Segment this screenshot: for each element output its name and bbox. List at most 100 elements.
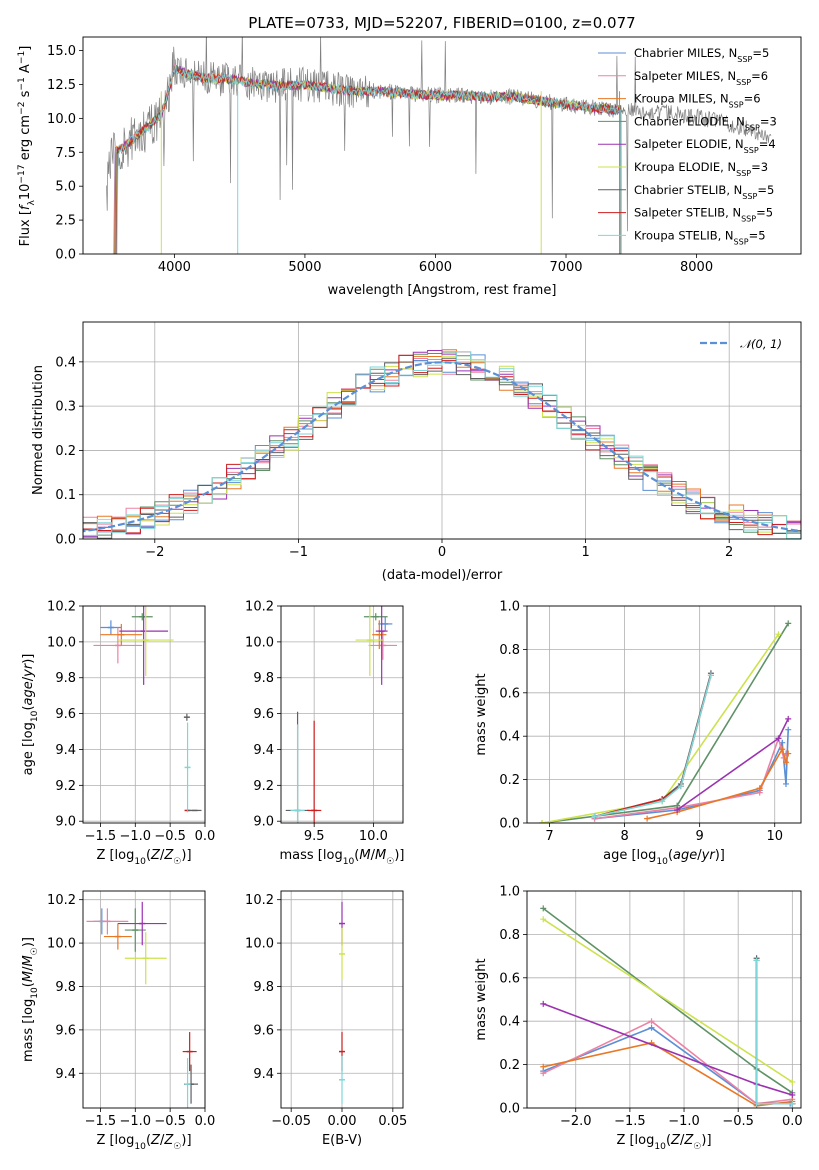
x-tick-label: −2 (145, 545, 164, 560)
observed-spectrum (106, 37, 772, 232)
x-tick-label: −1.0 (668, 1114, 700, 1129)
point-marker (779, 746, 786, 753)
errorbar-point (86, 908, 129, 935)
y-tick-label: 9.8 (55, 671, 76, 686)
plot-area (339, 901, 345, 1104)
x-tick-label: −0.5 (154, 829, 186, 844)
series-chabrier-stelib (755, 958, 793, 1105)
y-tick-label: 0.4 (499, 1015, 520, 1030)
x-tick-label: 0.0 (195, 1114, 216, 1129)
legend-label: Salpeter ELODIE, NSSP=4 (634, 137, 776, 155)
y-tick-label: 0.3 (55, 400, 76, 415)
y-tick-label: 9.6 (253, 1023, 274, 1038)
y-tick-label: 9.4 (55, 743, 76, 758)
y-tick-label: 10.2 (47, 893, 76, 908)
series-salpeter-stelib (755, 960, 793, 1105)
point-marker (775, 735, 782, 742)
series-kroupa-elodie (542, 918, 793, 1083)
errorbar-point (183, 713, 190, 721)
panel-residual-histogram: −2 −1 0 1 2 0.0 0.1 0.2 0.3 0.4 𝒩(0, 1) (data-model… (31, 321, 802, 583)
x-tick-label: −0.05 (271, 1114, 311, 1129)
series-chabrier-miles (594, 729, 789, 820)
point-marker (753, 957, 760, 964)
errorbar-point (93, 627, 143, 664)
x-axis-label: E(B-V) (322, 1133, 362, 1148)
y-axis-label: Normed distribution (31, 365, 46, 495)
y-tick-label: 9.4 (253, 743, 274, 758)
x-tick-label: 1 (581, 545, 589, 560)
y-axis-label: mass [log10(M/M☉)] (21, 937, 40, 1062)
series-salpeter-stelib (594, 675, 712, 818)
point-marker (674, 806, 681, 813)
panel-spectrum: 4000 5000 6000 7000 8000 0.0 2.5 5.0 7.5 10.0 12.5… (17, 14, 802, 298)
y-tick-label: 10.0 (47, 635, 76, 650)
x-tick-label: −0.5 (722, 1114, 754, 1129)
y-tick-label: 7.5 (55, 146, 76, 161)
axes-frame (280, 605, 404, 824)
y-tick-label: 0.4 (499, 730, 520, 745)
x-axis-label: Z [log10(Z/Z☉)] (616, 1133, 711, 1152)
series-kroupa-stelib (755, 960, 793, 1105)
series-kroupa-miles (543, 1042, 793, 1107)
axes-frame (526, 605, 802, 824)
plot-area (83, 349, 801, 539)
point-marker (775, 631, 782, 638)
y-tick-label: 0.1 (55, 488, 76, 503)
y-tick-label: 9.8 (253, 980, 274, 995)
errorbar-point (290, 724, 305, 823)
x-tick-label: 10.0 (359, 829, 388, 844)
model-spectrum-salpeter-stelib (114, 66, 622, 254)
panel-age-vs-Z: −1.5 −1.0 −0.5 0.0 9.0 9.2 9.4 9.6 9.8 10.0 10.2 Z … (21, 600, 215, 868)
x-tick-label: −2.0 (560, 1114, 592, 1129)
panel-mass-vs-ebv: −0.05 0.00 0.05 9.4 9.6 9.8 10.0 10.2 E(B-V) (245, 890, 407, 1148)
errorbar-point (339, 1055, 345, 1104)
point-marker (677, 783, 684, 790)
y-tick-label: 9.0 (55, 815, 76, 830)
y-tick-label: 9.6 (253, 707, 274, 722)
axes-frame (82, 36, 802, 255)
x-tick-label: −1.5 (614, 1114, 646, 1129)
plot-area (540, 905, 796, 1108)
errorbar-point (368, 631, 398, 660)
model-spectrum-kroupa-stelib (114, 64, 622, 254)
x-axis-label: age [log10(age/yr)] (603, 848, 725, 867)
y-tick-label: 10.0 (47, 112, 76, 127)
y-tick-label: 0.0 (499, 1102, 520, 1117)
x-tick-label: 9 (696, 829, 704, 844)
point-marker (659, 798, 666, 805)
x-tick-label: 8 (620, 829, 628, 844)
x-tick-label: 7 (545, 829, 553, 844)
point-marker (785, 620, 792, 627)
x-tick-label: 4000 (158, 260, 191, 275)
point-marker (789, 1091, 796, 1098)
errorbar-point (103, 923, 132, 950)
point-marker (756, 785, 763, 792)
point-marker (785, 750, 792, 757)
y-axis-label: Flux [fλ10−17 erg cm−2 s−1 A−1] (17, 46, 37, 247)
errorbar-point (119, 606, 169, 685)
errorbar-point (363, 613, 388, 621)
axes-frame (526, 890, 802, 1109)
x-axis-label: mass [log10(M/M☉)] (280, 848, 405, 867)
series-salpeter-miles (542, 1020, 793, 1105)
errorbar-point (339, 927, 345, 980)
x-tick-label: 5000 (288, 260, 321, 275)
legend-label: Chabrier ELODIE, NSSP=3 (634, 114, 777, 131)
y-tick-label: 10.2 (245, 600, 274, 615)
y-tick-label: 15.0 (47, 44, 76, 59)
x-tick-label: 7000 (549, 260, 582, 275)
y-tick-label: 9.2 (55, 779, 76, 794)
panel-age-vs-mass: 9.5 10.0 9.0 9.2 9.4 9.6 9.8 10.0 10.2 mass [log1… (245, 600, 405, 868)
y-tick-label: 0.8 (499, 928, 520, 943)
y-tick-label: 1.0 (499, 885, 520, 900)
legend-label: Chabrier STELIB, NSSP=5 (634, 183, 774, 201)
point-marker (540, 905, 547, 912)
point-marker (648, 1018, 655, 1025)
panel-mass-weight-vs-Z: −2.0 −1.5 −1.0 −0.5 0.0 0.0 0.2 0.4 0.6 0.8 1.0 Z [… (474, 885, 803, 1153)
x-tick-label: −0.5 (154, 1114, 186, 1129)
y-tick-label: 9.4 (55, 1067, 76, 1082)
y-tick-label: 2.5 (55, 214, 76, 229)
y-tick-label: 0.4 (55, 355, 76, 370)
series-chabrier-stelib (594, 673, 712, 818)
